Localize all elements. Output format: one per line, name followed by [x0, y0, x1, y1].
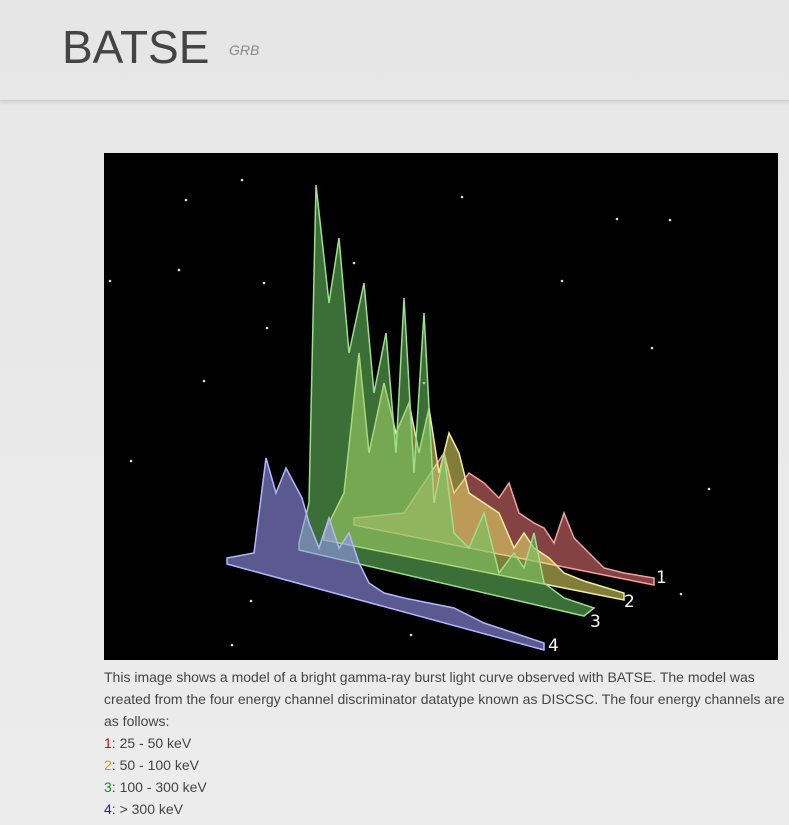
- caption: This image shows a model of a bright gam…: [104, 666, 788, 820]
- channel-range: : 50 - 100 keV: [111, 757, 199, 773]
- light-curve-image: 1 2 3 4: [104, 153, 778, 660]
- channel-4-curve: [226, 457, 545, 651]
- channel-number: 2: [104, 757, 112, 773]
- page-title: BATSE: [62, 21, 210, 73]
- channel-label: 4: [548, 636, 559, 656]
- channel-number: 1: [104, 735, 112, 751]
- channel-item: 2: 50 - 100 keV: [104, 754, 788, 776]
- image-background: [104, 153, 778, 660]
- header: BATSE GRB: [0, 0, 789, 101]
- channel-range: : 25 - 50 keV: [111, 735, 192, 751]
- channel-range: : > 300 keV: [111, 801, 184, 817]
- channel-item: 4: > 300 keV: [104, 798, 788, 820]
- caption-text: This image shows a model of a bright gam…: [104, 669, 785, 729]
- channel-3-curve: [298, 184, 596, 617]
- page-subtitle: GRB: [229, 42, 260, 58]
- channel-label: 1: [656, 568, 667, 588]
- channel-range: : 100 - 300 keV: [111, 779, 207, 795]
- channel-item: 3: 100 - 300 keV: [104, 776, 788, 798]
- stars: [108, 178, 711, 647]
- channel-label: 3: [590, 612, 601, 632]
- channel-number: 4: [104, 801, 112, 817]
- channel-number: 3: [104, 779, 112, 795]
- channel-label: 2: [624, 592, 635, 612]
- channel-item: 1: 25 - 50 keV: [104, 732, 788, 754]
